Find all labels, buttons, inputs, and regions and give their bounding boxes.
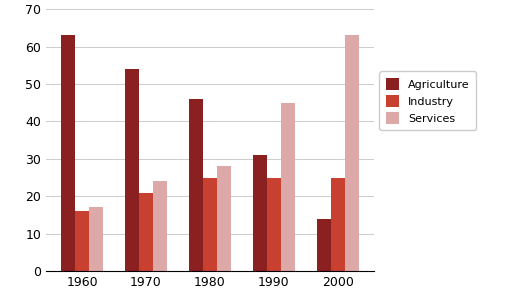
Bar — [61, 35, 75, 271]
Bar — [331, 177, 345, 271]
Bar — [217, 166, 231, 271]
Bar — [153, 181, 167, 271]
Bar — [189, 99, 203, 271]
Bar — [281, 103, 295, 271]
Bar — [317, 219, 331, 271]
Bar — [125, 69, 139, 271]
Bar — [89, 208, 103, 271]
Bar — [267, 177, 281, 271]
Bar — [203, 177, 217, 271]
Bar — [75, 211, 89, 271]
Bar — [139, 192, 153, 271]
Bar — [345, 35, 359, 271]
Bar — [253, 155, 267, 271]
Legend: Agriculture, Industry, Services: Agriculture, Industry, Services — [379, 71, 477, 130]
